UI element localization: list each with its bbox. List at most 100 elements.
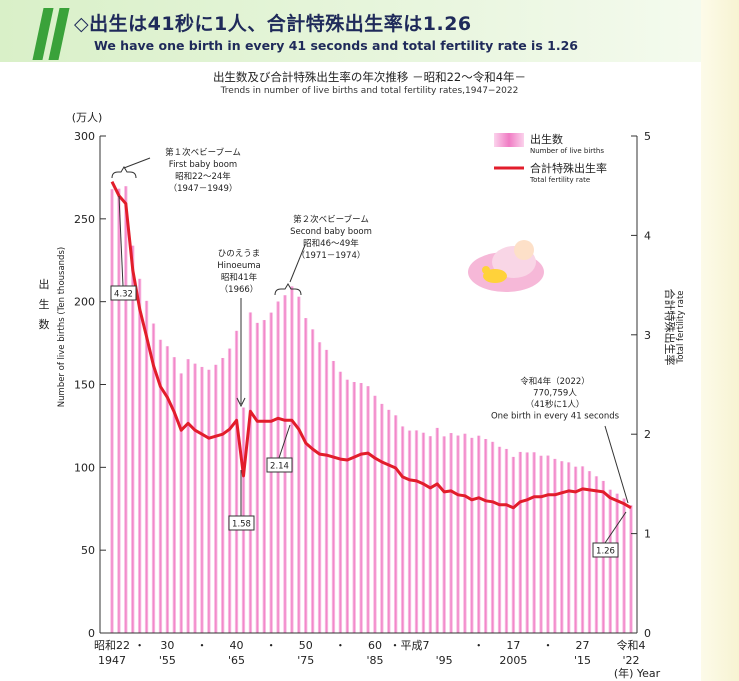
annotation-reiwa4: （41秒に1人） (526, 399, 585, 410)
bar-births-1998 (463, 433, 467, 633)
bar-births-2006 (518, 451, 523, 633)
bar-births-1980 (338, 371, 343, 633)
bar-births-1963 (220, 357, 225, 633)
bar-births-1987 (387, 409, 391, 633)
x-tick-label: 17 (506, 639, 520, 652)
chart-title: 出生数及び合計特殊出生率の年次推移 －昭和22～令和4年－ (212, 70, 527, 84)
value-label-leader (604, 511, 627, 544)
bracket-baby-boom-2 (274, 283, 302, 296)
x-tick-label: 50 (299, 639, 313, 652)
bar-births-1993 (428, 436, 433, 633)
x-tick-label: 1947 (98, 654, 126, 667)
x-tick-label: '15 (574, 654, 591, 667)
bar-births-1954 (158, 339, 163, 633)
x-tick-label: ・ (266, 639, 277, 652)
bar-births-2021 (622, 498, 626, 633)
bar-births-1952 (144, 300, 149, 633)
baby-head-icon (514, 240, 534, 260)
bar-births-1984 (366, 386, 370, 633)
bar-births-1957 (179, 373, 183, 633)
left-tick-label: 300 (74, 130, 95, 143)
annotation-reiwa4: 770,759人 (533, 389, 577, 399)
bar-births-1956 (172, 357, 177, 633)
bar-births-1983 (359, 383, 363, 633)
arrow-hinoeuma (236, 397, 246, 408)
bar-births-2009 (539, 455, 543, 633)
left-tick-label: 250 (74, 213, 95, 226)
value-label-leader (118, 195, 124, 287)
bar-births-1990 (407, 430, 412, 633)
left-axis-label-ja: 生 (39, 297, 50, 311)
bar-births-1994 (435, 427, 439, 633)
bar-births-2005 (511, 456, 516, 633)
value-label-box (266, 457, 293, 473)
right-tick-label: 4 (644, 229, 651, 242)
bar-births-2001 (483, 439, 488, 633)
leader-baby-boom-1 (123, 157, 151, 169)
bar-births-1951 (137, 278, 142, 633)
bracket-baby-boom-1 (111, 166, 137, 179)
bar-births-1969 (262, 320, 266, 633)
x-tick-label: 60 (368, 639, 382, 652)
annotation-hinoeuma: Hinoeuma (217, 261, 260, 271)
legend-label-fertility-en: Total fertility rate (529, 176, 590, 184)
leader-baby-boom-2 (289, 244, 306, 283)
bar-births-1970 (269, 312, 273, 633)
bar-births-1964 (227, 348, 232, 633)
chart-subtitle: Trends in number of live births and tota… (220, 86, 519, 96)
value-label-1966: 1.58 (232, 520, 251, 530)
value-label-2022: 1.26 (596, 547, 615, 557)
bar-births-1986 (380, 403, 384, 633)
left-axis-label-ja: 出 (39, 277, 50, 291)
left-axis-label-en: Number of live births (Ten thousands) (57, 247, 67, 407)
annotation-hinoeuma: （1966） (220, 284, 259, 295)
value-label-box (110, 285, 137, 301)
bar-births-1974 (297, 296, 301, 633)
right-tick-label: 0 (644, 627, 651, 640)
bar-births-2010 (546, 455, 550, 633)
left-tick-label: 50 (81, 544, 95, 557)
bar-births-1955 (165, 346, 170, 633)
series-line-fertility (110, 181, 632, 510)
annotation-baby-boom-2: 第２次ベビーブーム (293, 214, 369, 225)
left-tick-label: 150 (74, 379, 95, 392)
x-tick-label: ・ (196, 639, 207, 652)
right-tick-label: 1 (644, 528, 651, 541)
annotation-hinoeuma: ひのえうま (218, 249, 261, 259)
right-axis-label-en: Total fertility rate (676, 290, 686, 364)
leader-reiwa4 (604, 425, 629, 504)
bar-births-1976 (310, 329, 315, 633)
bar-births-2014 (573, 466, 578, 633)
annotation-baby-boom-1: 昭和22～24年 (175, 171, 231, 182)
left-axis-label-ja: 数 (39, 318, 50, 331)
x-tick-label: ・ (335, 639, 346, 652)
legend-label-births: 出生数 (530, 132, 563, 146)
bar-births-2008 (532, 452, 536, 633)
bar-births-1978 (324, 349, 329, 633)
left-tick-label: 200 (74, 296, 95, 309)
bar-births-1953 (151, 323, 156, 633)
annotation-baby-boom-1: First baby boom (169, 160, 237, 170)
bar-births-2011 (553, 458, 557, 633)
bar-births-2020 (615, 493, 619, 633)
x-tick-label: 30 (160, 639, 174, 652)
bar-births-1948 (117, 188, 121, 633)
bar-births-2015 (580, 466, 585, 633)
bar-births-1979 (331, 360, 336, 633)
x-tick-label: ・平成7 (390, 639, 430, 652)
bar-births-1981 (345, 379, 350, 633)
value-label-1973: 2.14 (270, 462, 289, 472)
value-label-box (592, 542, 619, 558)
x-tick-label: '85 (366, 654, 383, 667)
bar-births-1992 (421, 432, 426, 633)
annotation-baby-boom-2: Second baby boom (290, 227, 372, 237)
bar-births-2012 (560, 461, 564, 633)
right-side-strip (701, 0, 739, 681)
annotation-baby-boom-1: （1947－1949） (169, 183, 238, 194)
bar-births-1959 (193, 363, 197, 633)
bar-births-1999 (470, 437, 474, 633)
bar-births-1961 (207, 369, 211, 633)
left-tick-label: 0 (88, 627, 95, 640)
bar-births-2003 (497, 446, 502, 633)
